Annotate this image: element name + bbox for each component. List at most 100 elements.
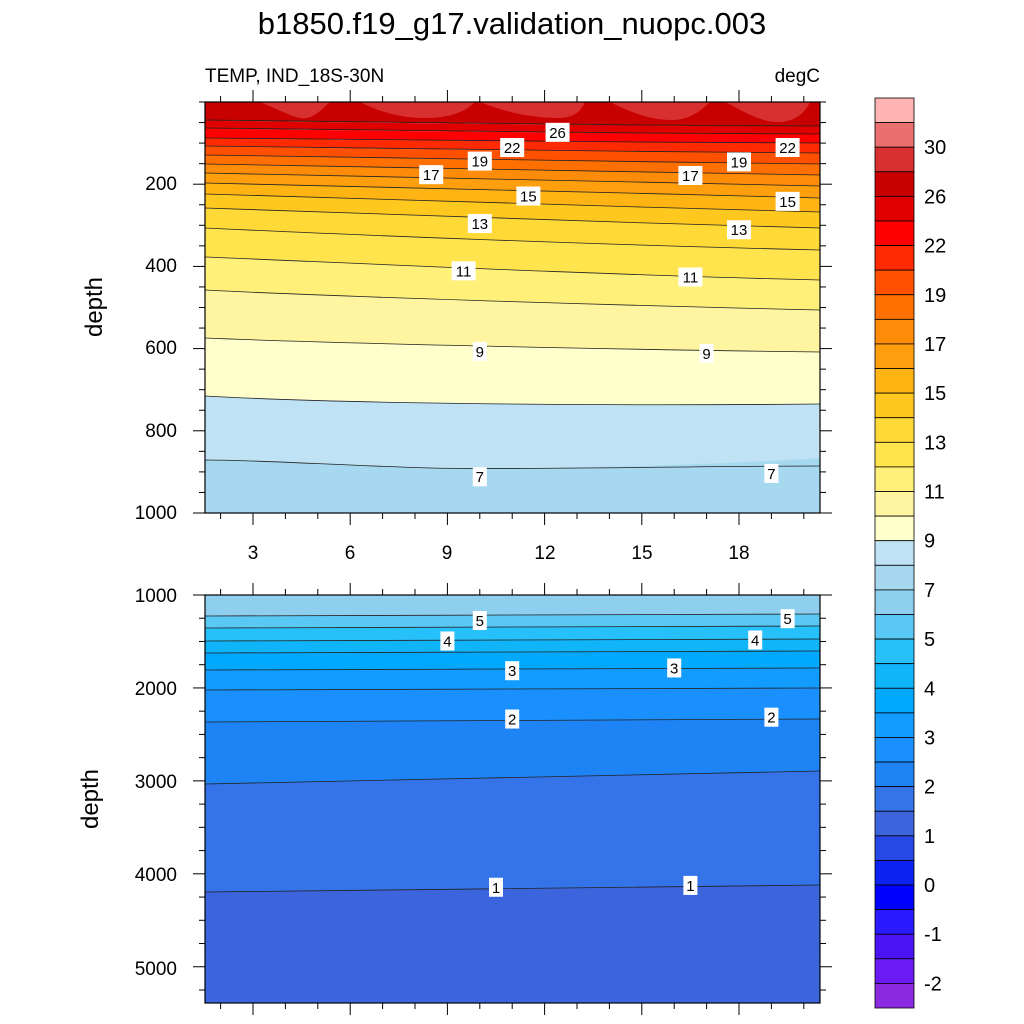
contour-label-box <box>472 611 487 631</box>
contour-line-12 <box>204 227 821 251</box>
band-35-4 <box>205 651 820 670</box>
upper-y-tick-label: 1000 <box>135 503 177 524</box>
band-2-25 <box>205 719 820 784</box>
band-20-21 <box>205 183 820 212</box>
lower-y-axis-label: depth <box>77 769 104 829</box>
colorbar-swatch <box>874 417 915 443</box>
x-tick-label: 6 <box>345 543 356 564</box>
colorbar-label: 4 <box>924 678 935 700</box>
colorbar-swatch <box>874 195 915 222</box>
contour-label-box <box>451 261 476 281</box>
upper-y-tick-label: 200 <box>145 174 177 195</box>
x-tick-label: 18 <box>728 543 749 564</box>
band-23-24 <box>205 155 820 175</box>
upper-y-tick-label: 800 <box>145 421 177 442</box>
colorbar-label: 11 <box>924 482 945 504</box>
contour-label: 9 <box>476 344 484 361</box>
contour-line-4 <box>204 650 821 654</box>
band-27-28 <box>205 120 820 134</box>
colorbar-swatch <box>874 245 915 271</box>
lower-y-tick-label: 5000 <box>135 959 177 980</box>
lower-y-tick-label: 4000 <box>135 865 177 886</box>
contour-line-7 <box>204 459 821 469</box>
upper-panel <box>204 101 821 514</box>
colorbar-swatch <box>874 712 915 738</box>
colorbar-swatch <box>874 294 915 320</box>
band-surface-warm <box>260 102 810 122</box>
contour-label: 7 <box>476 469 484 486</box>
colorbar-swatch <box>874 958 915 984</box>
colorbar-swatch <box>874 786 915 812</box>
contour-line-3-5 <box>204 667 821 671</box>
colorbar-swatch <box>874 122 915 148</box>
colorbar-swatch <box>874 368 915 394</box>
colorbar-swatch <box>874 835 915 861</box>
colorbar-swatch <box>874 441 915 468</box>
contour-label: 4 <box>751 633 759 650</box>
colorbar-swatch <box>874 737 915 763</box>
colorbar-label: 0 <box>924 875 935 897</box>
contour-label-box <box>467 151 492 171</box>
contour-line-20 <box>204 137 821 144</box>
colorbar-label: -1 <box>924 924 942 946</box>
contour-line-5 <box>204 625 821 629</box>
contour-line-11 <box>204 256 821 281</box>
upper-y-axis-label: depth <box>81 277 108 337</box>
contour-label-box <box>489 877 503 897</box>
colorbar-label: 13 <box>924 432 946 454</box>
contour-label: 19 <box>471 154 488 171</box>
contour-label-box <box>472 467 487 487</box>
colorbar-swatch <box>874 491 915 517</box>
upper-y-tick-label: 600 <box>145 338 177 359</box>
colorbar-label: 22 <box>924 236 946 258</box>
contour-label-box <box>764 707 779 727</box>
colorbar-swatch <box>874 220 915 246</box>
colorbar-swatch <box>874 564 915 591</box>
contour-line-14 <box>204 193 821 213</box>
colorbar-label: 15 <box>924 383 946 405</box>
contour-label: 22 <box>504 140 521 157</box>
contour-label-box <box>727 220 751 240</box>
band-19-20 <box>205 194 820 228</box>
colorbar-swatch <box>874 343 915 369</box>
contour-label: 17 <box>682 168 699 185</box>
contour-label: 26 <box>549 125 566 142</box>
colorbar-label: 3 <box>924 727 935 749</box>
colorbar-label: 26 <box>924 186 946 208</box>
contour-label: 5 <box>783 611 791 628</box>
contour-label-box <box>500 138 525 158</box>
contour-label-box <box>667 658 682 678</box>
contour-label-box <box>683 875 698 895</box>
band-11-13 <box>205 290 820 352</box>
contour-label: 3 <box>508 663 516 680</box>
colorbar-swatch <box>874 761 915 788</box>
contour-label: 15 <box>779 194 796 211</box>
contour-label-box <box>775 138 800 158</box>
contour-label: 2 <box>508 712 516 729</box>
colorbar-swatch <box>874 933 915 960</box>
contour-label: 5 <box>476 613 484 630</box>
colorbar-label: 19 <box>924 285 946 307</box>
band-21-22 <box>205 173 820 198</box>
colorbar-label: -2 <box>924 973 942 995</box>
colorbar-swatch <box>874 97 915 123</box>
contour-label-box <box>678 267 703 287</box>
colorbar-swatch <box>874 810 915 837</box>
chart-title: b1850.f19_g17.validation_nuopc.003 <box>258 6 767 41</box>
lower-y-tick-label: 1000 <box>135 586 177 607</box>
band-4-45 <box>205 639 820 653</box>
colorbar-swatch <box>874 392 915 419</box>
colorbar-swatch <box>874 318 915 345</box>
contour-label: 1 <box>492 880 500 897</box>
contour-label-box <box>472 341 487 361</box>
colorbar-swatch <box>874 146 915 173</box>
colorbar-swatch <box>874 983 915 1009</box>
lower-panel-fills <box>205 595 820 1003</box>
upper-y-tick-label: 400 <box>145 256 177 277</box>
contour-line-10 <box>204 289 821 311</box>
colorbar-swatch <box>874 909 915 935</box>
contour-label: 3 <box>670 660 678 677</box>
upper-panel-fills <box>205 102 820 513</box>
colorbar-swatch <box>874 638 915 665</box>
